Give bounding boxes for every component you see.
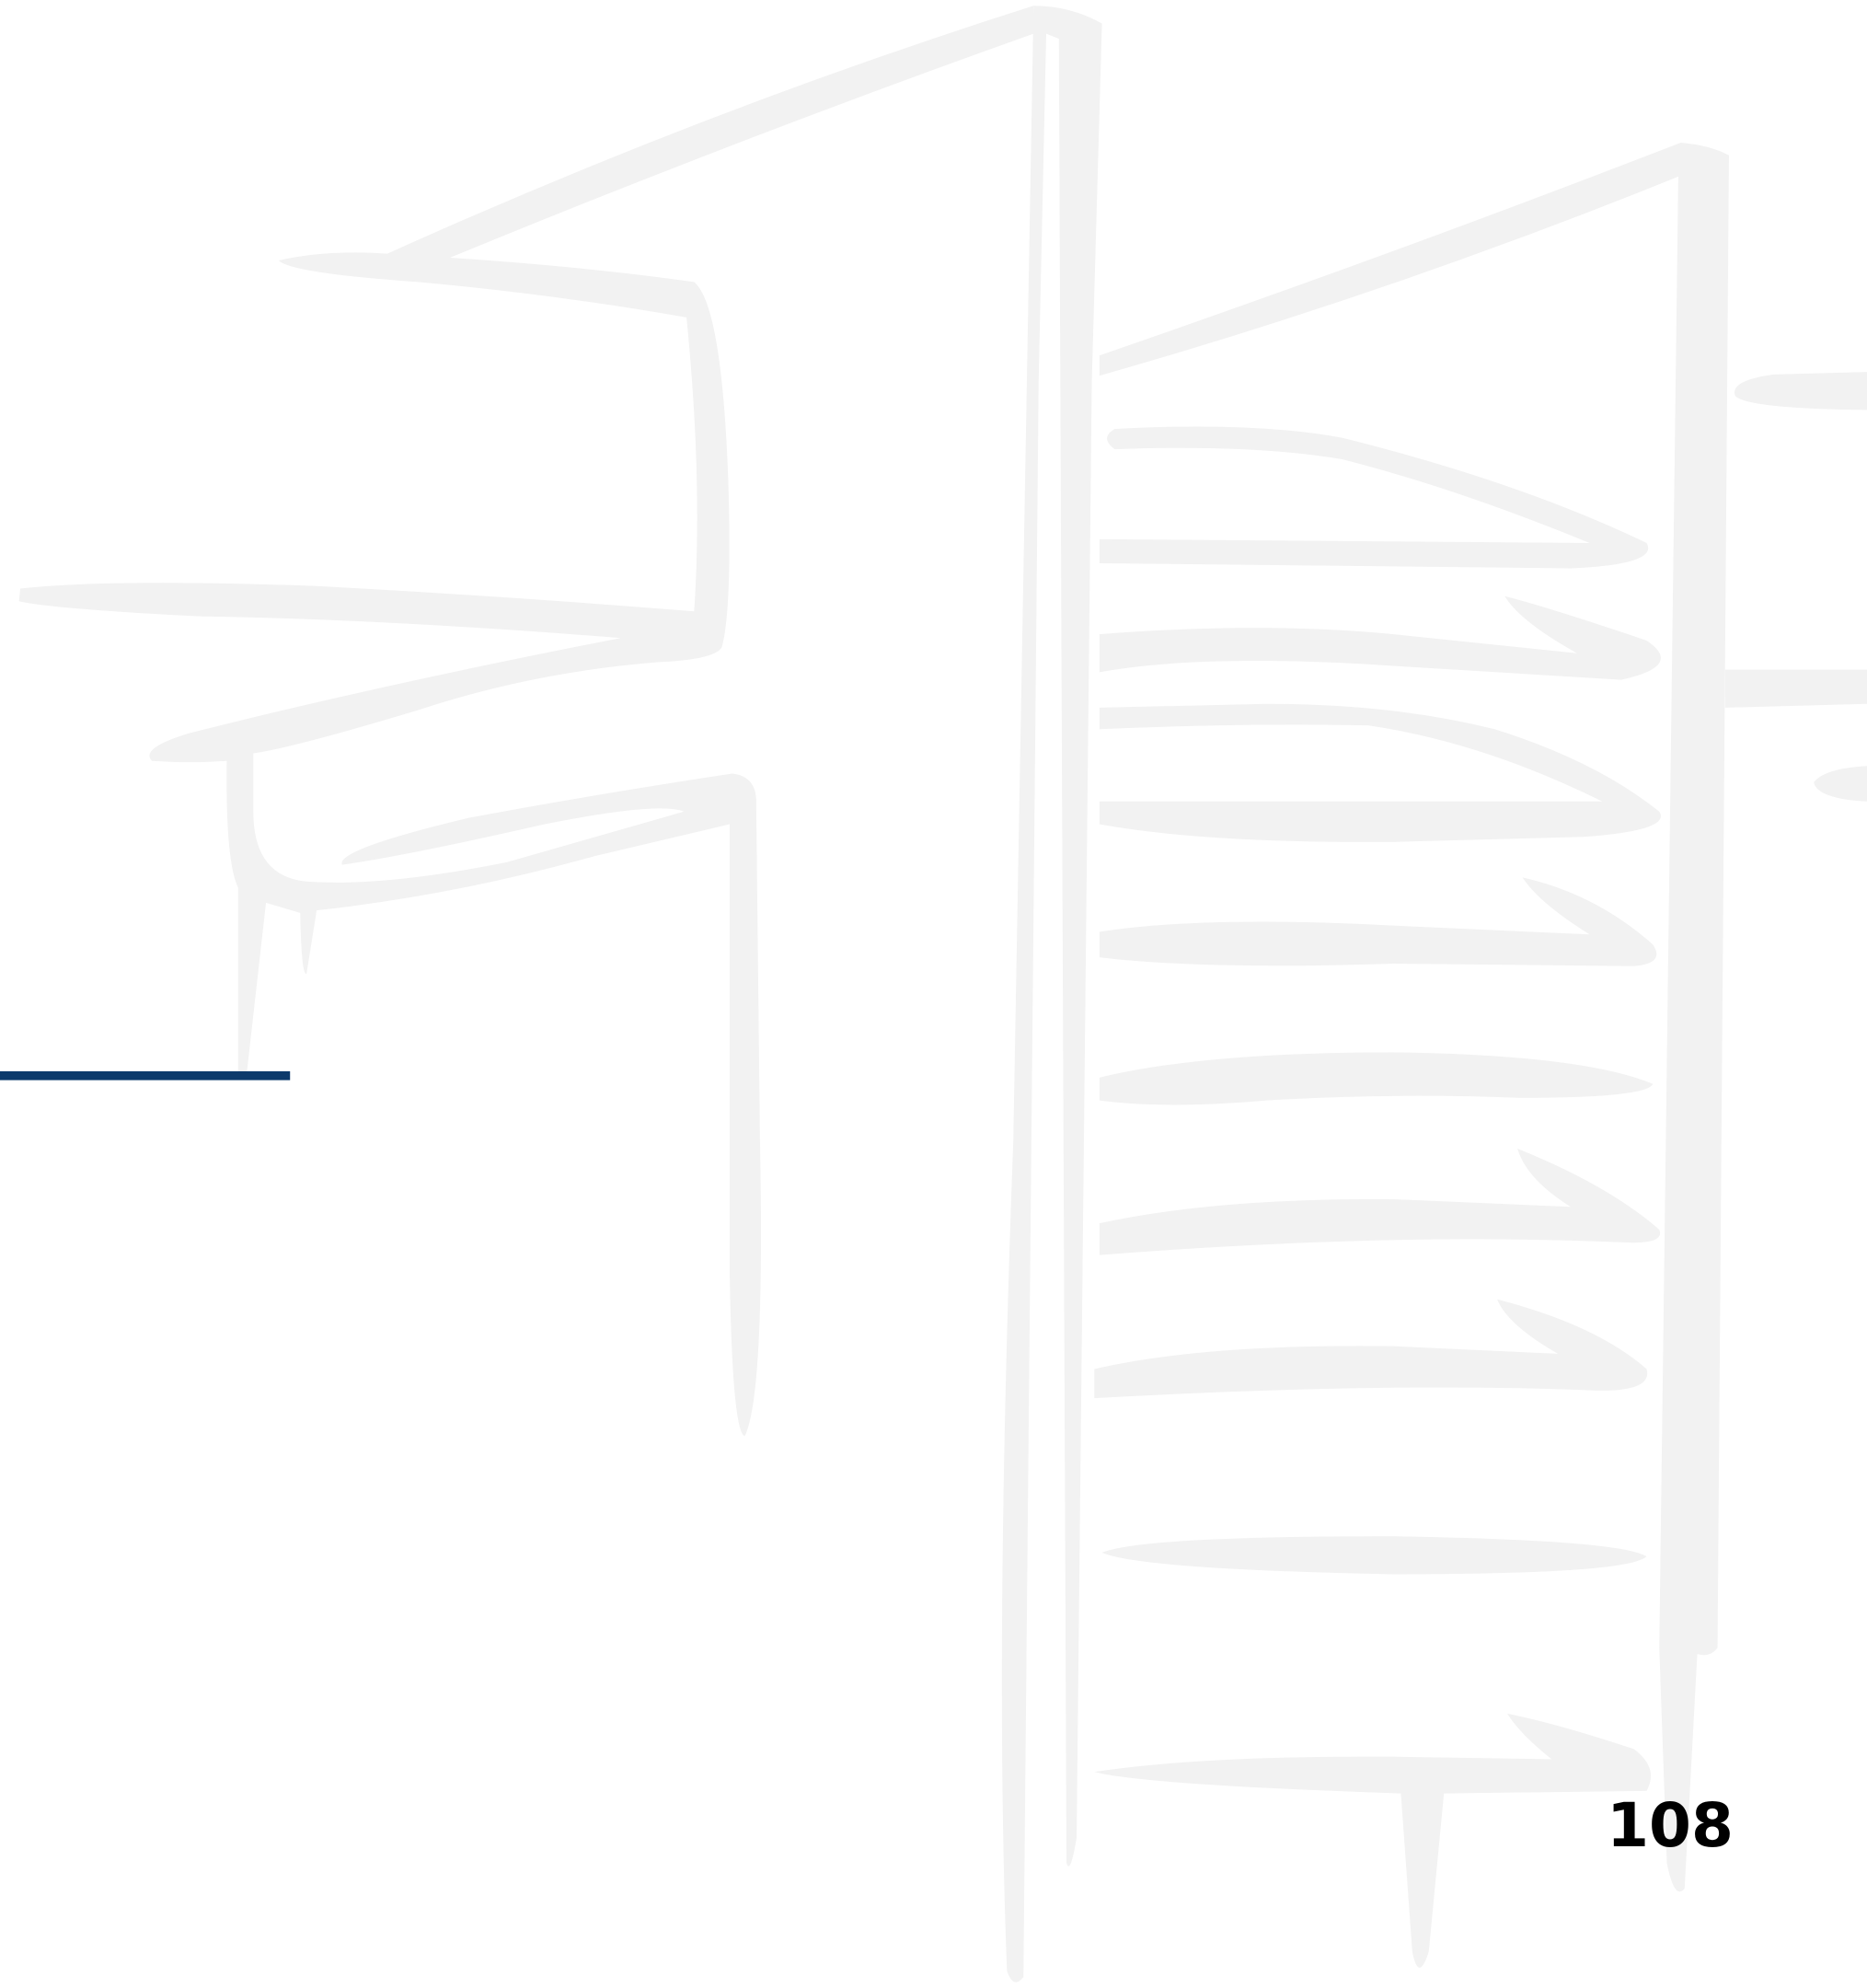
page-number: 108	[1607, 1790, 1734, 1861]
accent-rule	[0, 1070, 291, 1081]
